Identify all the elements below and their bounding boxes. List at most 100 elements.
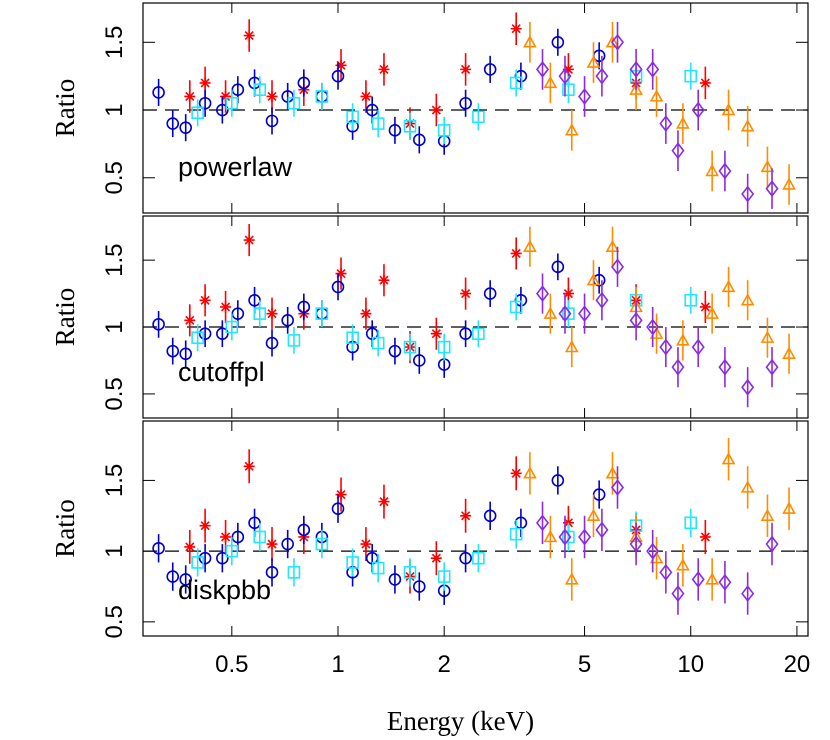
marker [605,239,620,252]
marker [331,69,345,83]
marker [287,566,301,579]
marker [782,501,796,514]
marker [371,117,385,130]
marker [699,77,711,89]
marker [740,293,755,306]
x-tick-label: 1 [331,651,344,678]
marker [460,288,472,300]
marker [220,531,232,543]
marker [605,466,620,479]
marker [472,327,485,341]
marker [378,274,390,286]
marker [659,338,673,356]
marker [184,541,196,553]
marker [225,544,239,558]
marker [166,344,180,358]
marker [510,247,522,259]
marker [403,566,417,579]
marker [371,336,385,350]
marker [509,527,523,541]
marker [671,142,685,160]
marker [152,542,165,555]
marker [564,339,579,353]
marker [646,542,660,560]
marker [705,572,720,585]
x-axis-label: Energy (keV) [387,706,534,736]
marker [676,116,690,129]
marker [562,63,574,75]
marker [412,580,426,593]
marker [253,530,267,544]
marker [562,83,575,97]
marker [543,306,558,319]
series [536,21,779,213]
marker [191,331,204,345]
marker [646,60,660,78]
marker [543,75,558,89]
marker [671,358,685,376]
marker [741,585,755,603]
marker [595,521,609,539]
marker [199,520,211,532]
marker [721,452,736,465]
plot-area [143,12,808,213]
marker [459,551,472,565]
marker [199,294,211,306]
marker [412,133,426,147]
series [523,21,796,205]
marker [562,517,574,529]
marker [699,301,711,313]
marker [558,67,572,85]
marker [765,180,779,198]
marker [629,82,643,95]
x-tick-label: 10 [677,651,704,678]
marker [266,90,278,102]
marker [265,566,279,579]
marker [198,327,212,341]
y-axis-label: Ratio [50,288,80,347]
marker [509,300,523,314]
marker [191,106,204,120]
marker [430,104,442,116]
plot-frame [142,215,809,419]
marker [412,354,426,367]
marker [629,60,643,78]
marker [287,96,301,110]
series [184,449,711,594]
marker [184,90,196,102]
marker [564,572,579,585]
series [191,62,698,144]
marker [483,63,497,76]
marker [691,101,705,119]
y-tick-label: 0.5 [101,161,128,194]
marker [297,523,311,537]
marker [437,570,451,583]
y-tick-label: 1.5 [101,243,128,276]
marker [782,346,796,359]
panel: 0.5 1 1.5 0.5 1 2 5 10 20 Ratio diskpbb Energy (keV… [50,420,810,736]
y-axis-label: Ratio [50,79,80,138]
marker [523,35,537,48]
x-tick-label: 2 [438,651,451,678]
marker [605,35,620,48]
marker [659,563,673,581]
y-tick-label: 1.5 [101,464,128,497]
marker [523,466,537,479]
marker [179,121,192,134]
marker [403,119,417,133]
marker [659,115,673,133]
marker [460,63,472,75]
marker [297,300,311,314]
marker [483,287,497,300]
marker [360,538,372,550]
marker [691,338,705,356]
marker [721,279,736,293]
marker [649,89,664,102]
series [523,437,796,601]
marker [179,573,192,586]
marker [335,489,347,501]
marker [509,76,523,90]
marker [403,340,417,354]
marker [562,307,575,320]
marker [253,83,267,97]
